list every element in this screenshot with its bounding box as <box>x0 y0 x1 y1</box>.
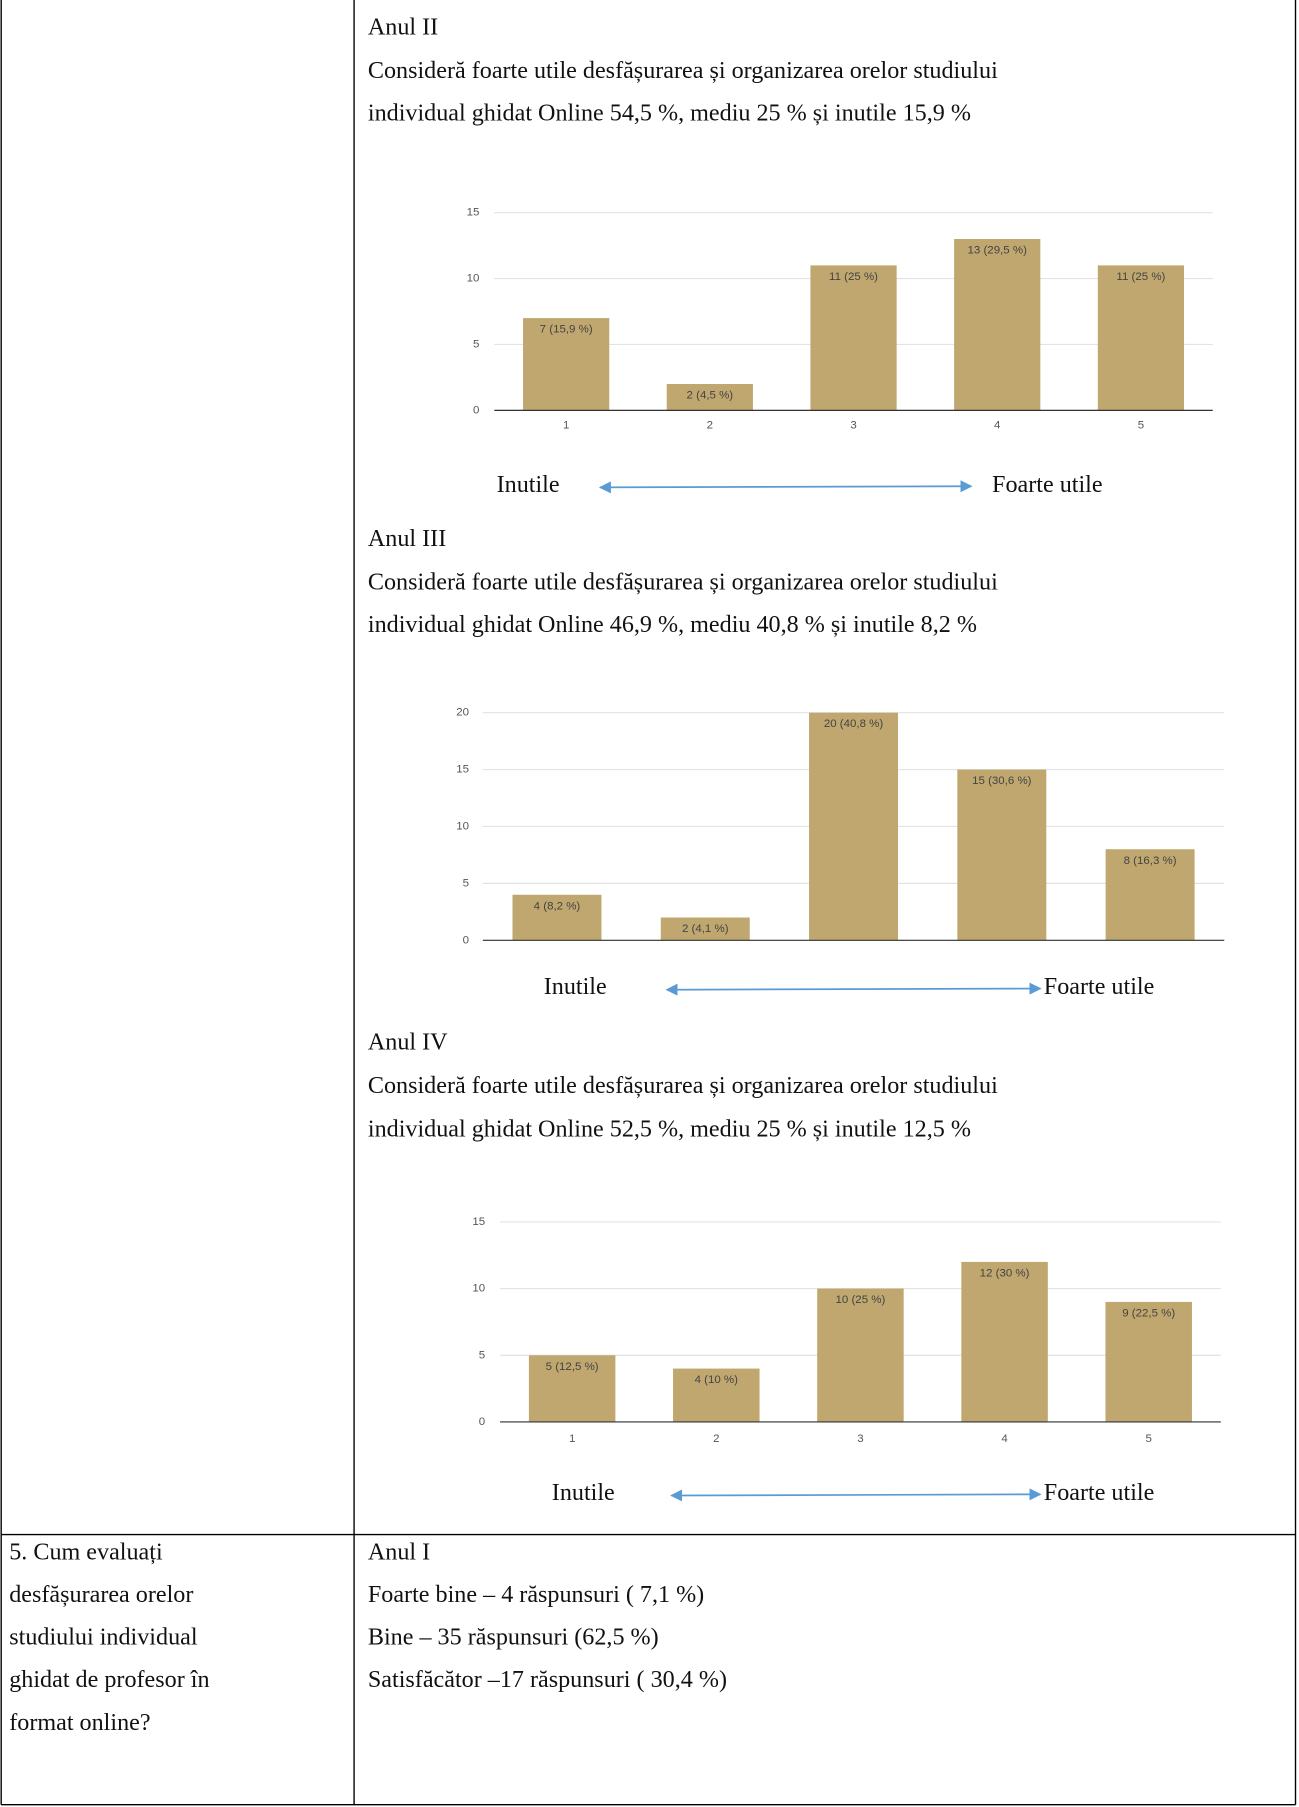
section-heading: Anul III <box>368 525 446 552</box>
value-label: 11 (25 %) <box>1116 271 1165 283</box>
question-line: 5. Cum evaluați <box>9 1539 163 1566</box>
y-tick-label: 10 <box>456 821 469 833</box>
value-label: 4 (8,2 %) <box>534 900 581 912</box>
answer-line: Satisfăcător –17 răspunsuri ( 30,4 %) <box>368 1666 727 1693</box>
paragraph-line: Consideră foarte utile desfășurarea și o… <box>368 568 998 595</box>
question-line: format online? <box>9 1709 150 1736</box>
bar <box>1105 1301 1192 1422</box>
paragraph-line: Consideră foarte utile desfășurarea și o… <box>368 57 998 84</box>
x-tick-label: 5 <box>1138 419 1144 431</box>
y-tick-label: 15 <box>467 207 480 219</box>
x-tick-label: 5 <box>1146 1433 1152 1445</box>
bar <box>954 239 1041 411</box>
value-label: 2 (4,5 %) <box>687 390 734 402</box>
y-tick-label: 0 <box>473 404 479 416</box>
scale-low: Inutile <box>497 471 560 498</box>
scale-arrow <box>665 982 1042 996</box>
value-label: 5 (12,5 %) <box>546 1361 599 1373</box>
x-tick-label: 3 <box>857 1433 863 1445</box>
x-tick-label: 1 <box>569 1433 575 1445</box>
paragraph-line: individual ghidat Online 46,9 %, mediu 4… <box>368 611 977 638</box>
value-label: 12 (30 %) <box>980 1267 1030 1279</box>
bar <box>961 1261 1048 1422</box>
value-label: 2 (4,1 %) <box>682 923 729 935</box>
y-tick-label: 10 <box>467 273 480 285</box>
answer-heading: Anul I <box>368 1539 430 1566</box>
x-tick-label: 4 <box>1001 1433 1008 1445</box>
bar <box>809 712 899 941</box>
y-tick-label: 5 <box>473 338 479 350</box>
x-tick-label: 3 <box>850 419 856 431</box>
question-line: desfășurarea orelor <box>9 1581 193 1608</box>
y-tick-label: 10 <box>472 1283 485 1295</box>
value-label: 15 (30,6 %) <box>972 775 1032 787</box>
scale-low: Inutile <box>544 973 607 1000</box>
paragraph-line: individual ghidat Online 54,5 %, mediu 2… <box>368 99 971 126</box>
value-label: 9 (22,5 %) <box>1122 1307 1175 1319</box>
scale-high: Foarte utile <box>1044 1479 1155 1506</box>
bar <box>666 384 753 411</box>
paragraph-line: Consideră foarte utile desfășurarea și o… <box>368 1072 998 1099</box>
x-tick-label: 2 <box>713 1433 719 1445</box>
section-heading: Anul II <box>368 13 438 40</box>
y-tick-label: 15 <box>472 1216 485 1228</box>
bar <box>817 1288 904 1422</box>
x-tick-label: 2 <box>707 419 713 431</box>
bar <box>810 265 897 411</box>
scale-arrow <box>598 480 973 494</box>
value-label: 4 (10 %) <box>695 1374 739 1386</box>
value-label: 7 (15,9 %) <box>540 324 593 336</box>
answer-line: Bine – 35 răspunsuri (62,5 %) <box>368 1624 659 1651</box>
bar <box>1105 849 1195 941</box>
value-label: 8 (16,3 %) <box>1124 855 1177 867</box>
value-label: 20 (40,8 %) <box>824 718 884 730</box>
scale-high: Foarte utile <box>992 471 1103 498</box>
y-tick-label: 0 <box>479 1416 485 1428</box>
y-tick-label: 15 <box>456 764 469 776</box>
paragraph-line: individual ghidat Online 52,5 %, mediu 2… <box>368 1116 971 1143</box>
bar <box>660 917 750 941</box>
answer-line: Foarte bine – 4 răspunsuri ( 7,1 %) <box>368 1581 704 1608</box>
bar <box>957 769 1047 941</box>
bar <box>673 1368 760 1422</box>
y-tick-label: 20 <box>456 707 469 719</box>
value-label: 13 (29,5 %) <box>968 245 1028 257</box>
y-tick-label: 0 <box>463 934 469 946</box>
question-line: studiului individual <box>9 1624 198 1651</box>
question-line: ghidat de profesor în <box>9 1666 209 1693</box>
bar <box>523 318 610 411</box>
scale-arrow <box>670 1488 1042 1502</box>
section-heading: Anul IV <box>368 1028 448 1055</box>
x-tick-label: 4 <box>994 419 1001 431</box>
bar <box>528 1355 616 1422</box>
x-tick-label: 1 <box>563 419 569 431</box>
y-tick-label: 5 <box>479 1349 485 1361</box>
scale-high: Foarte utile <box>1044 973 1155 1000</box>
bar <box>1097 265 1185 411</box>
value-label: 10 (25 %) <box>836 1294 886 1306</box>
bar <box>512 894 602 941</box>
value-label: 11 (25 %) <box>829 271 878 283</box>
scale-low: Inutile <box>552 1479 615 1506</box>
y-tick-label: 5 <box>463 877 469 889</box>
